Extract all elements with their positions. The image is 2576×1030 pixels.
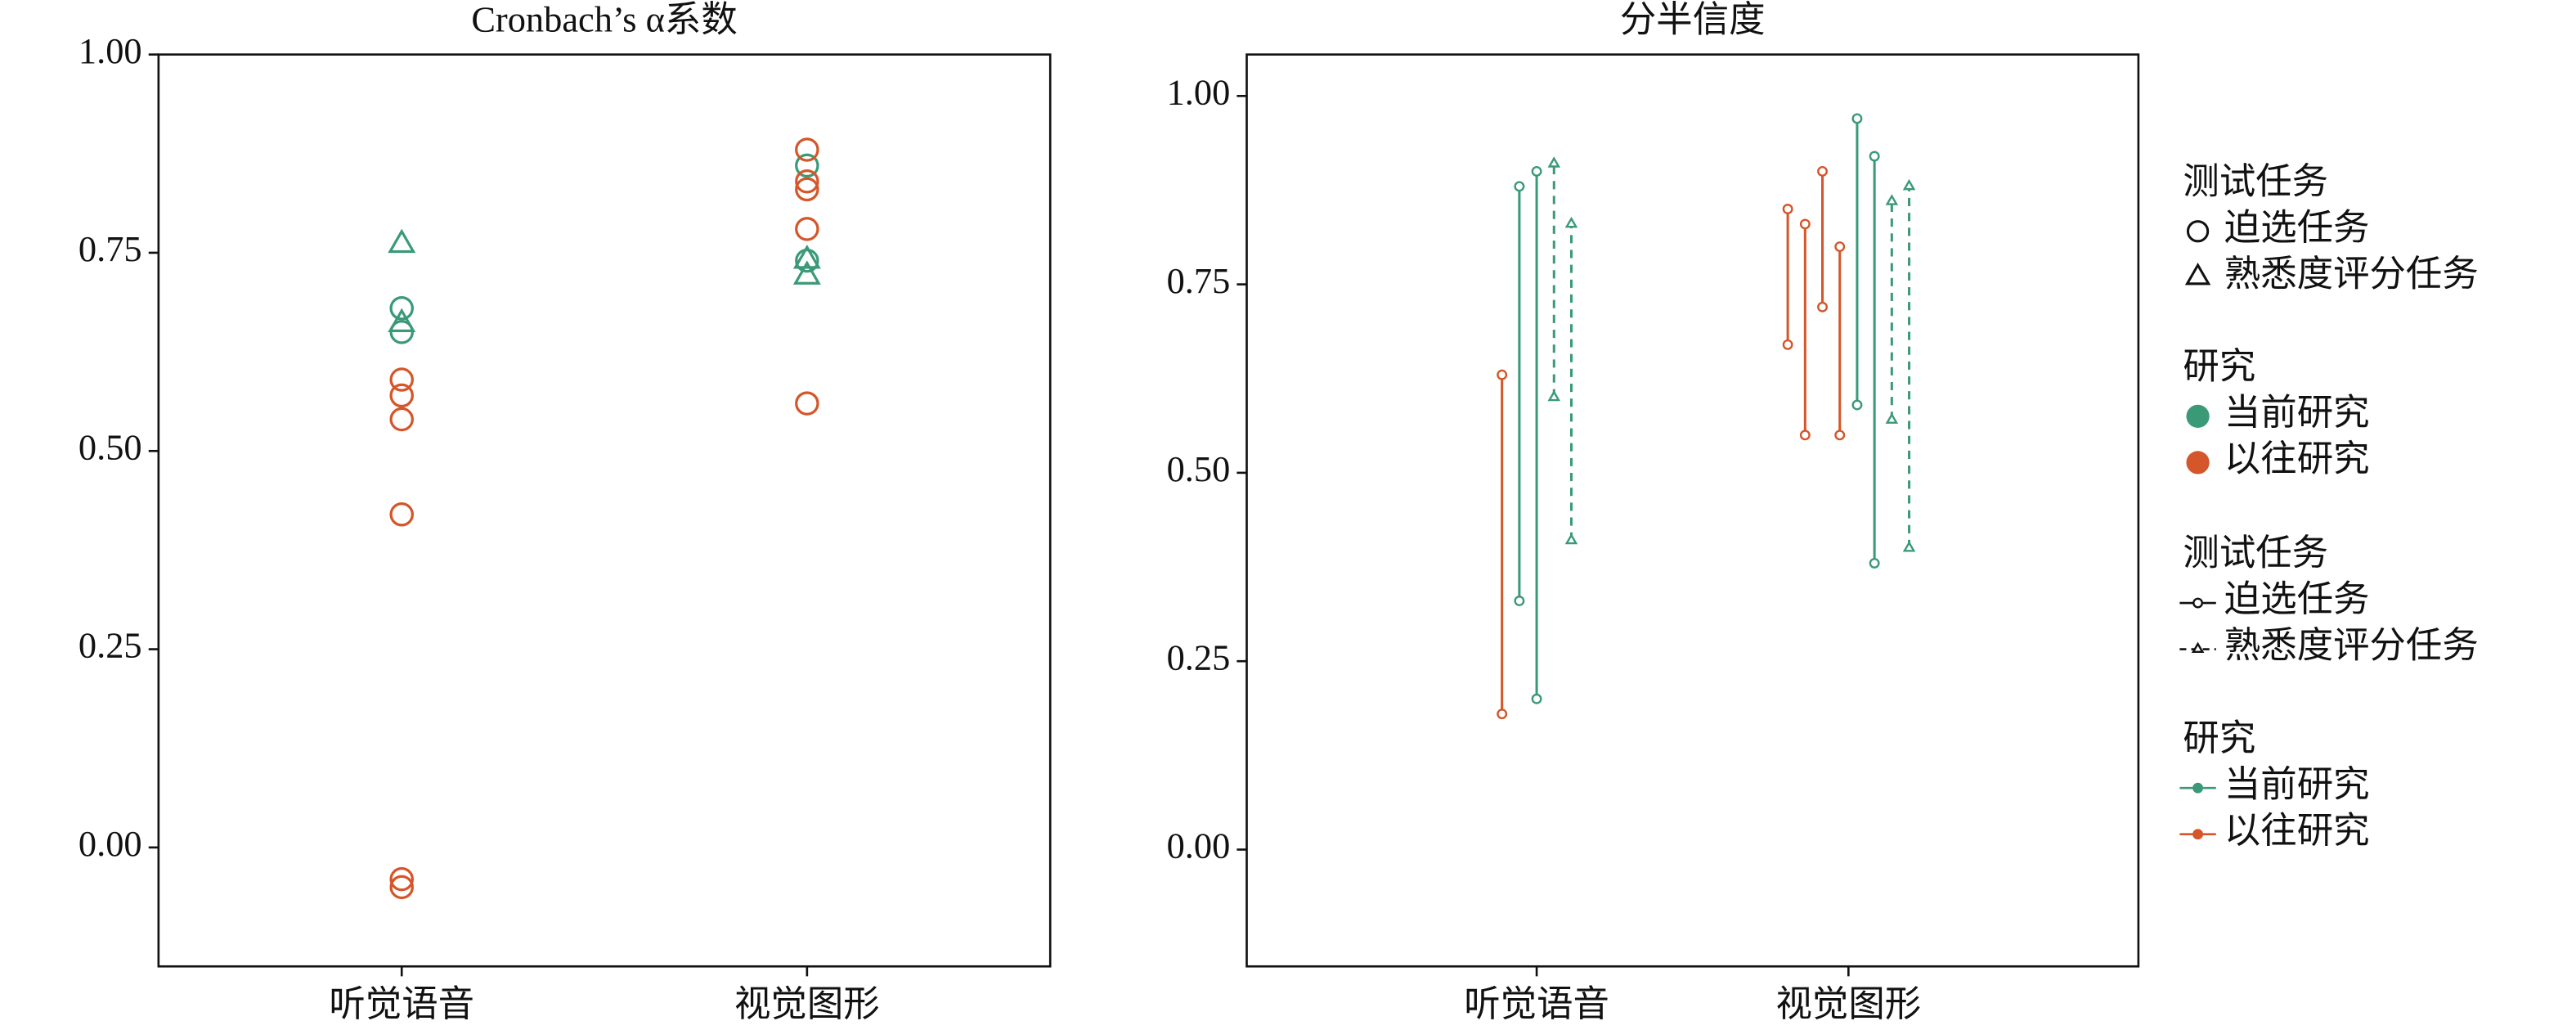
range-end — [1782, 339, 1793, 350]
point — [389, 296, 414, 321]
point — [795, 248, 819, 273]
legend-key — [2192, 829, 2204, 840]
range-end — [1514, 596, 1525, 606]
range-end — [1851, 399, 1863, 411]
range-end — [1851, 113, 1863, 124]
legend-label: 当前研究 — [2224, 392, 2370, 433]
legend-label: 当前研究 — [2224, 763, 2370, 804]
range-end — [1799, 430, 1811, 441]
point — [795, 169, 819, 194]
range-end — [1902, 178, 1916, 191]
point — [389, 407, 414, 432]
legend-key — [2184, 263, 2211, 286]
legend-key — [2191, 641, 2205, 654]
y-tick-label: 0.50 — [79, 426, 142, 467]
plot-frame — [1245, 53, 2140, 968]
legend-key — [2192, 597, 2204, 609]
legend-title: 测试任务 — [2183, 533, 2328, 573]
legend-label: 熟悉度评分任务 — [2224, 253, 2479, 294]
chart-title: 分半信度 — [1620, 0, 1766, 39]
range-end — [1869, 557, 1880, 569]
legend-title: 测试任务 — [2183, 160, 2328, 201]
x-tick-label: 视觉图形 — [734, 983, 880, 1024]
y-tick-label: 1.00 — [1167, 71, 1231, 112]
point — [389, 875, 414, 900]
point — [795, 177, 819, 202]
point — [389, 502, 414, 527]
range-end — [1547, 389, 1561, 402]
legend-title: 研究 — [2183, 717, 2255, 758]
plot-frame — [157, 53, 1052, 968]
range-end — [1497, 369, 1508, 380]
legend-label: 以往研究 — [2224, 810, 2370, 851]
point — [389, 320, 414, 344]
point — [792, 245, 821, 269]
point — [389, 383, 414, 408]
legend-key — [2192, 782, 2204, 794]
x-tick-label: 听觉语音 — [1464, 983, 1609, 1024]
range-end — [1564, 216, 1578, 228]
y-tick-label: 0.25 — [1167, 636, 1231, 677]
range-end — [1885, 412, 1899, 424]
chart-title: Cronbach’s α系数 — [471, 0, 737, 39]
x-tick-label: 听觉语音 — [329, 983, 474, 1024]
range-end — [1817, 301, 1828, 313]
range-end — [1902, 541, 1916, 552]
point — [792, 260, 821, 285]
legend-label: 迫选任务 — [2224, 578, 2370, 619]
point — [389, 367, 414, 392]
range-end — [1834, 241, 1846, 252]
legend-label: 熟悉度评分任务 — [2224, 625, 2479, 666]
range-end — [1885, 194, 1899, 205]
point — [389, 866, 414, 892]
y-tick-label: 0.50 — [1167, 448, 1231, 489]
y-tick-label: 0.00 — [1167, 825, 1231, 866]
range-end — [1782, 204, 1793, 214]
x-tick-label: 视觉图形 — [1776, 983, 1922, 1024]
range-end — [1817, 165, 1828, 177]
range-end — [1497, 708, 1508, 720]
range-end — [1514, 181, 1525, 192]
y-tick-label: 0.75 — [79, 228, 142, 269]
legend-key — [2186, 451, 2210, 475]
y-tick-label: 0.25 — [79, 625, 142, 666]
y-tick-label: 0.00 — [79, 823, 142, 864]
range-end — [1564, 533, 1578, 545]
legend-key — [2186, 404, 2210, 428]
legend-title: 研究 — [2183, 345, 2255, 386]
y-tick-label: 0.75 — [1167, 260, 1231, 301]
legend-label: 以往研究 — [2224, 439, 2370, 479]
legend-key — [2186, 220, 2210, 243]
range-end — [1531, 165, 1542, 177]
point — [795, 391, 819, 416]
range-end — [1531, 693, 1542, 704]
point — [388, 308, 416, 332]
y-tick-label: 1.00 — [79, 30, 142, 71]
range-end — [1799, 218, 1811, 230]
point — [388, 228, 416, 254]
range-end — [1547, 156, 1561, 168]
point — [795, 217, 819, 241]
range-end — [1834, 430, 1846, 441]
point — [795, 137, 819, 162]
point — [795, 153, 819, 178]
range-end — [1869, 151, 1880, 162]
legend-label: 迫选任务 — [2224, 207, 2370, 248]
